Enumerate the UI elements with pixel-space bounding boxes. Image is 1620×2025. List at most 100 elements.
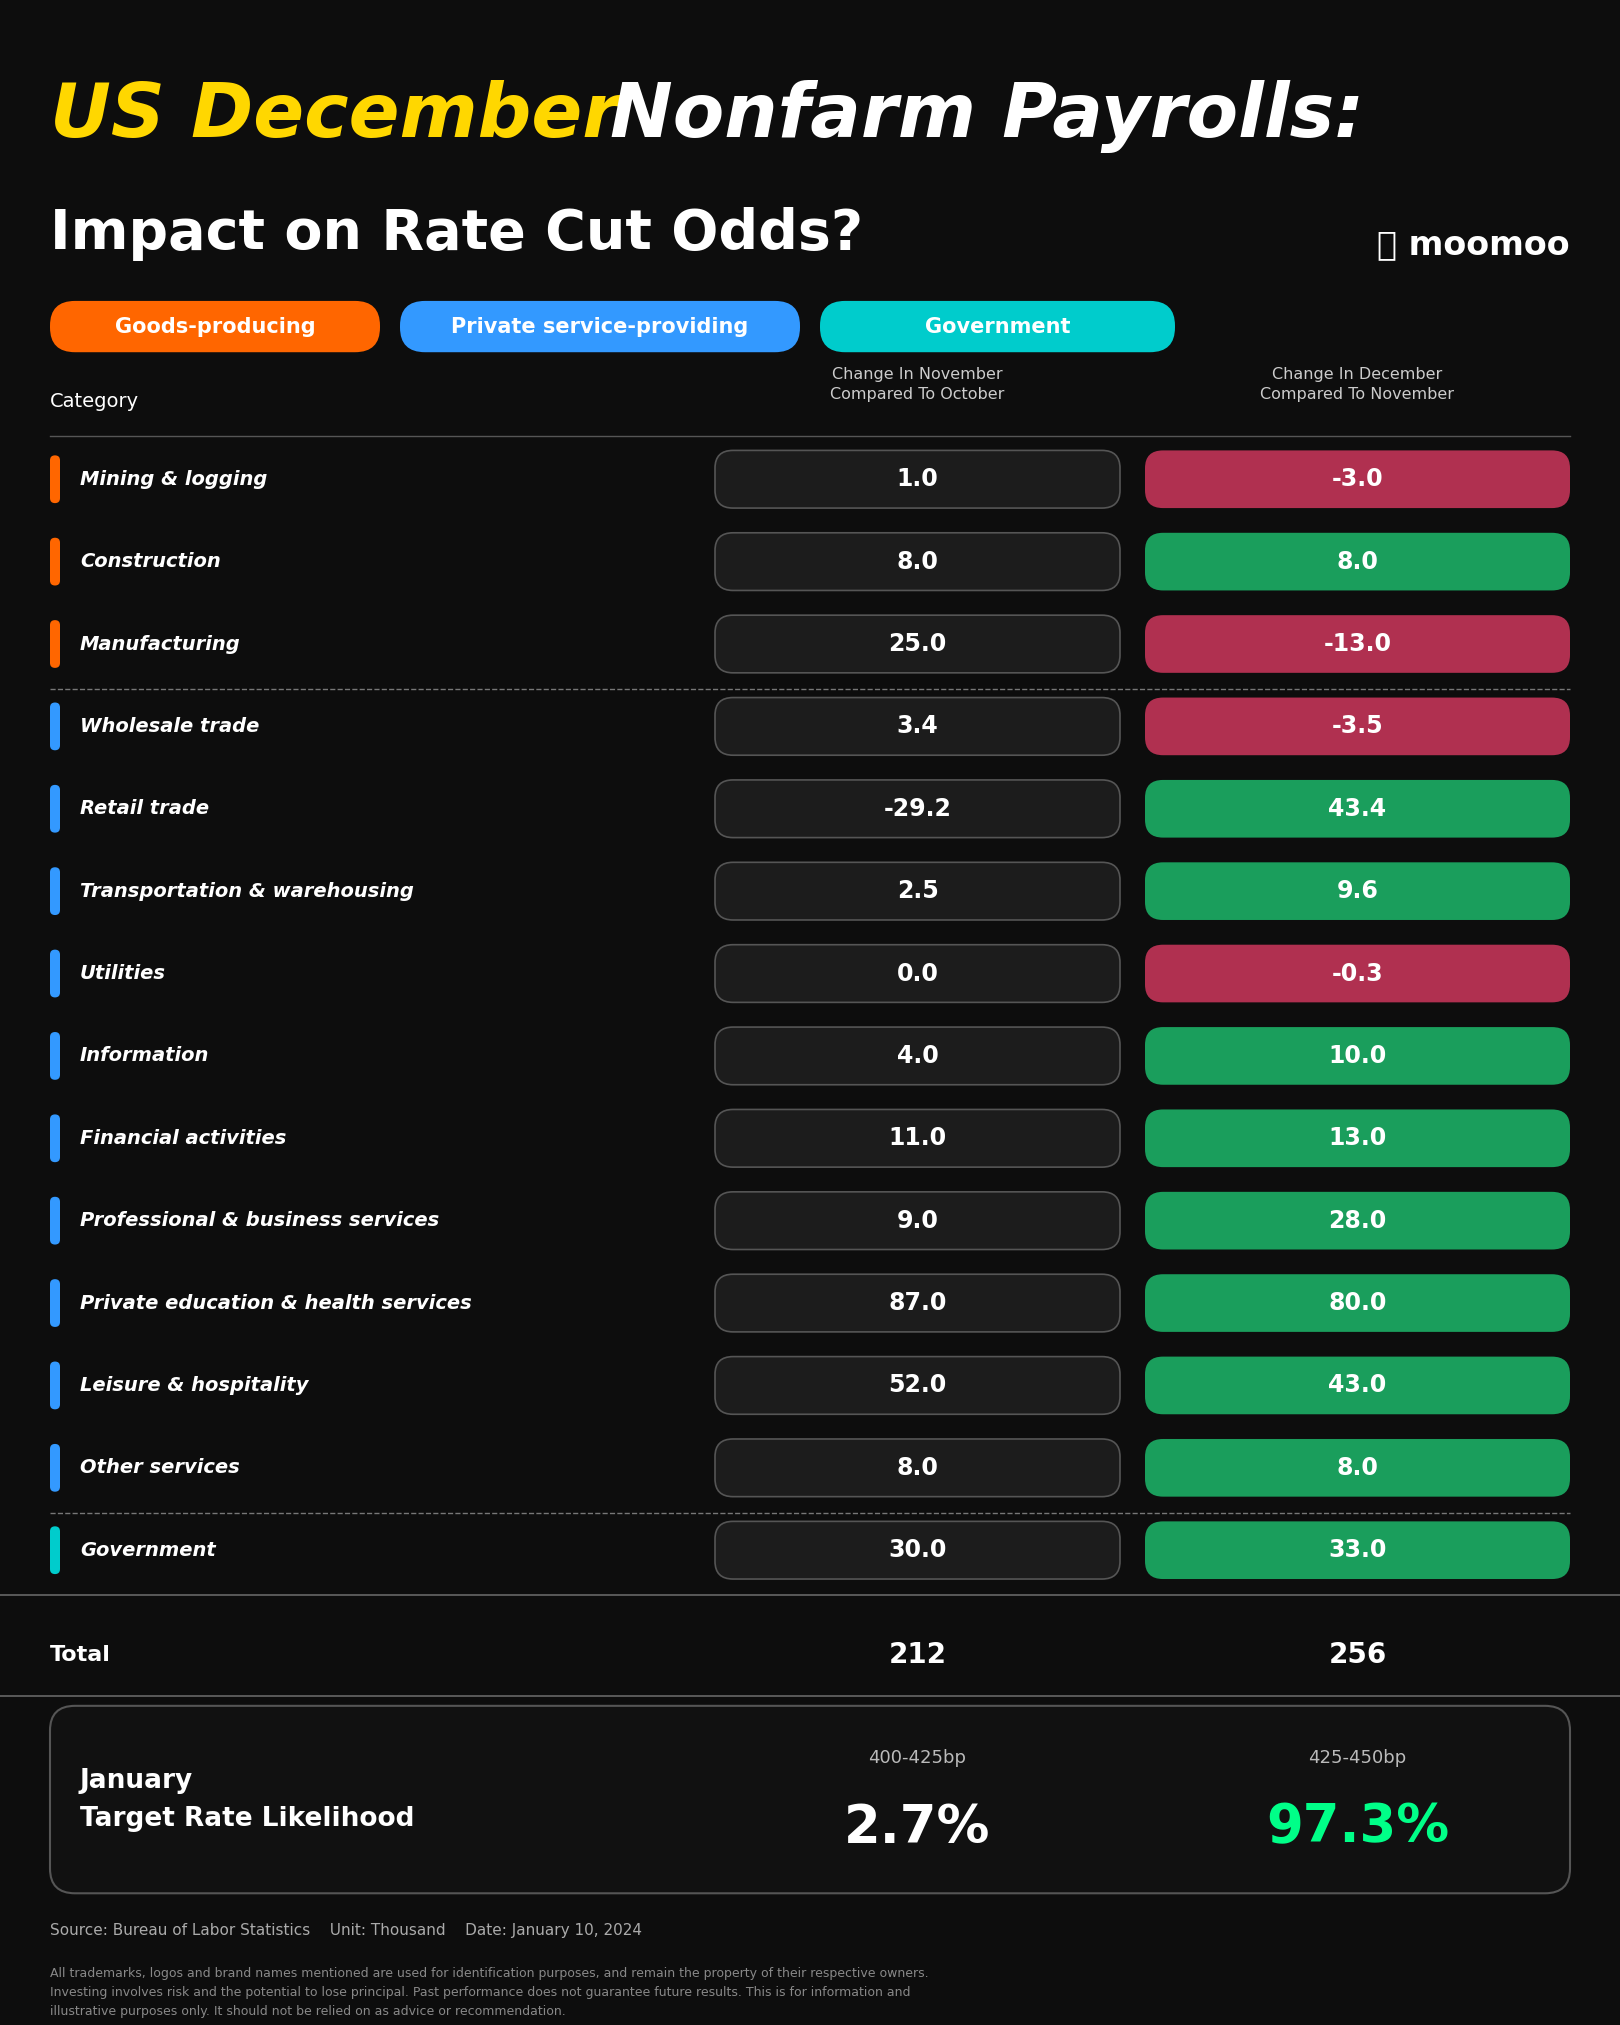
FancyBboxPatch shape (1145, 1357, 1570, 1413)
Text: 25.0: 25.0 (888, 632, 946, 656)
Text: 28.0: 28.0 (1328, 1209, 1387, 1233)
Text: 8.0: 8.0 (1336, 1456, 1379, 1480)
FancyBboxPatch shape (1145, 1440, 1570, 1496)
FancyBboxPatch shape (50, 1705, 1570, 1893)
Text: Impact on Rate Cut Odds?: Impact on Rate Cut Odds? (50, 207, 863, 261)
Text: 87.0: 87.0 (888, 1292, 946, 1314)
FancyBboxPatch shape (50, 1527, 60, 1573)
FancyBboxPatch shape (714, 1110, 1119, 1166)
FancyBboxPatch shape (50, 703, 60, 751)
Text: Government: Government (79, 1541, 215, 1559)
FancyBboxPatch shape (50, 539, 60, 585)
Text: US December: US December (50, 79, 645, 154)
FancyBboxPatch shape (714, 1274, 1119, 1332)
FancyBboxPatch shape (400, 302, 800, 352)
Text: Category: Category (50, 391, 139, 411)
FancyBboxPatch shape (50, 456, 60, 502)
Text: Change In November
Compared To October: Change In November Compared To October (831, 367, 1004, 401)
FancyBboxPatch shape (1145, 780, 1570, 838)
Text: Utilities: Utilities (79, 964, 165, 982)
Text: 43.0: 43.0 (1328, 1373, 1387, 1397)
Text: 9.6: 9.6 (1336, 879, 1379, 903)
FancyBboxPatch shape (1145, 616, 1570, 672)
Text: -0.3: -0.3 (1332, 962, 1383, 986)
FancyBboxPatch shape (50, 1280, 60, 1326)
Text: Leisure & hospitality: Leisure & hospitality (79, 1375, 308, 1395)
Text: Other services: Other services (79, 1458, 240, 1478)
Text: 🔶 moomoo: 🔶 moomoo (1377, 229, 1570, 261)
Text: 400-425bp: 400-425bp (868, 1750, 967, 1768)
Text: -3.5: -3.5 (1332, 715, 1383, 739)
Text: January
Target Rate Likelihood: January Target Rate Likelihood (79, 1768, 415, 1831)
Text: 43.4: 43.4 (1328, 796, 1387, 820)
FancyBboxPatch shape (50, 786, 60, 832)
Text: All trademarks, logos and brand names mentioned are used for identification purp: All trademarks, logos and brand names me… (50, 1966, 928, 2019)
Text: 97.3%: 97.3% (1265, 1802, 1448, 1853)
Text: 2.5: 2.5 (896, 879, 938, 903)
Text: Financial activities: Financial activities (79, 1128, 287, 1148)
Text: 425-450bp: 425-450bp (1309, 1750, 1406, 1768)
Text: 8.0: 8.0 (896, 1456, 938, 1480)
Text: -29.2: -29.2 (883, 796, 951, 820)
Text: Construction: Construction (79, 553, 220, 571)
FancyBboxPatch shape (714, 697, 1119, 755)
Text: Mining & logging: Mining & logging (79, 470, 267, 488)
Text: 52.0: 52.0 (888, 1373, 946, 1397)
FancyBboxPatch shape (50, 1361, 60, 1409)
Text: Retail trade: Retail trade (79, 800, 209, 818)
Text: -13.0: -13.0 (1324, 632, 1392, 656)
FancyBboxPatch shape (1145, 946, 1570, 1002)
FancyBboxPatch shape (714, 1521, 1119, 1580)
FancyBboxPatch shape (714, 1027, 1119, 1085)
FancyBboxPatch shape (1145, 1521, 1570, 1580)
FancyBboxPatch shape (1145, 697, 1570, 755)
FancyBboxPatch shape (714, 863, 1119, 919)
FancyBboxPatch shape (820, 302, 1174, 352)
FancyBboxPatch shape (50, 867, 60, 915)
FancyBboxPatch shape (50, 620, 60, 668)
FancyBboxPatch shape (50, 1114, 60, 1162)
FancyBboxPatch shape (1145, 533, 1570, 591)
FancyBboxPatch shape (50, 302, 381, 352)
FancyBboxPatch shape (1145, 1027, 1570, 1085)
Text: 80.0: 80.0 (1328, 1292, 1387, 1314)
Text: 3.4: 3.4 (896, 715, 938, 739)
Text: 33.0: 33.0 (1328, 1539, 1387, 1561)
Text: 2.7%: 2.7% (844, 1802, 991, 1853)
Text: Private education & health services: Private education & health services (79, 1294, 471, 1312)
FancyBboxPatch shape (1145, 1274, 1570, 1332)
FancyBboxPatch shape (1145, 1110, 1570, 1166)
Text: Professional & business services: Professional & business services (79, 1211, 439, 1229)
Text: Nonfarm Payrolls:: Nonfarm Payrolls: (611, 79, 1364, 154)
FancyBboxPatch shape (714, 1357, 1119, 1413)
Text: Change In December
Compared To November: Change In December Compared To November (1260, 367, 1455, 401)
Text: Information: Information (79, 1047, 209, 1065)
Text: 0.0: 0.0 (896, 962, 938, 986)
Text: Government: Government (925, 316, 1071, 336)
Text: 1.0: 1.0 (896, 468, 938, 492)
FancyBboxPatch shape (714, 533, 1119, 591)
Text: -3.0: -3.0 (1332, 468, 1383, 492)
Text: Total: Total (50, 1644, 110, 1665)
Text: Source: Bureau of Labor Statistics    Unit: Thousand    Date: January 10, 2024: Source: Bureau of Labor Statistics Unit:… (50, 1924, 642, 1938)
Text: Goods-producing: Goods-producing (115, 316, 316, 336)
Text: 10.0: 10.0 (1328, 1045, 1387, 1067)
Text: 256: 256 (1328, 1640, 1387, 1669)
FancyBboxPatch shape (50, 1444, 60, 1492)
FancyBboxPatch shape (714, 616, 1119, 672)
FancyBboxPatch shape (1145, 450, 1570, 508)
Text: 8.0: 8.0 (1336, 549, 1379, 573)
FancyBboxPatch shape (714, 946, 1119, 1002)
Text: 30.0: 30.0 (888, 1539, 946, 1561)
FancyBboxPatch shape (50, 1033, 60, 1079)
FancyBboxPatch shape (714, 1440, 1119, 1496)
FancyBboxPatch shape (50, 950, 60, 998)
FancyBboxPatch shape (714, 780, 1119, 838)
FancyBboxPatch shape (50, 1197, 60, 1245)
Text: Wholesale trade: Wholesale trade (79, 717, 259, 735)
Text: 4.0: 4.0 (896, 1045, 938, 1067)
Text: Manufacturing: Manufacturing (79, 634, 241, 654)
Text: 212: 212 (888, 1640, 946, 1669)
FancyBboxPatch shape (714, 450, 1119, 508)
FancyBboxPatch shape (714, 1193, 1119, 1249)
